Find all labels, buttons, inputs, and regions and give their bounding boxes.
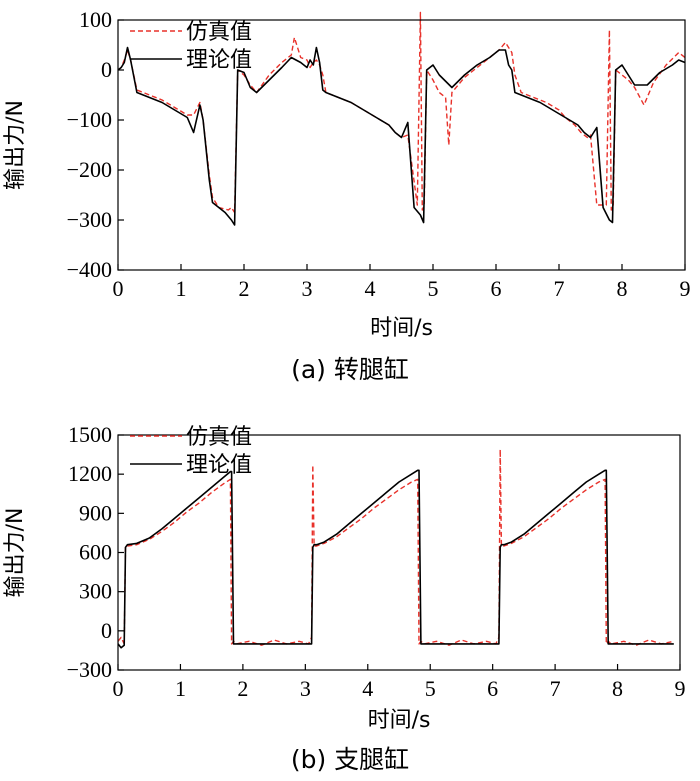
y-tick-label: −200 — [67, 157, 112, 182]
y-tick-label: 0 — [101, 618, 112, 643]
x-tick-label: 8 — [617, 276, 628, 301]
x-tick-label: 3 — [300, 676, 311, 701]
y-tick-label: 300 — [79, 579, 112, 604]
y-axis-label: 输出力/N — [3, 100, 28, 190]
x-tick-label: 7 — [550, 676, 561, 701]
legend-label: 理论值 — [186, 48, 252, 73]
chart-panel-a: 0 1 2 3 4 5 6 7 8 9 100 0 −100 −200 −300 −400 时间/s 输出力/N 仿… — [3, 7, 691, 384]
series-line-theoretical — [117, 469, 674, 649]
y-tick-label: 0 — [101, 57, 112, 82]
x-tick-label: 3 — [302, 276, 313, 301]
x-tick-label: 0 — [113, 676, 124, 701]
x-tick-label: 0 — [113, 276, 124, 301]
chart-panel-b: 0 1 2 3 4 5 6 7 8 9150012009006003000−300时间/s输出力/… — [3, 422, 686, 774]
x-tick-label: 4 — [362, 676, 373, 701]
y-tick-label: 600 — [79, 540, 112, 565]
x-tick-label: 7 — [554, 276, 565, 301]
series-line-simulated — [117, 448, 674, 646]
x-tick-label: 6 — [491, 276, 502, 301]
chart-caption: (a) 转腿缸 — [291, 355, 409, 384]
x-tick-label: 9 — [680, 276, 691, 301]
series-line-theoretical — [117, 46, 686, 226]
x-axis-label: 时间/s — [370, 316, 433, 341]
y-axis-label: 输出力/N — [3, 508, 28, 598]
y-tick-label: −300 — [67, 657, 112, 682]
legend-label: 理论值 — [186, 453, 252, 478]
x-axis-label: 时间/s — [368, 708, 431, 733]
y-tick-label: −400 — [67, 257, 112, 282]
x-tick-label: 5 — [425, 676, 436, 701]
chart-caption: (b) 支腿缸 — [291, 745, 409, 774]
x-tick-label: 6 — [487, 676, 498, 701]
legend-label: 仿真值 — [186, 425, 252, 450]
legend-label: 仿真值 — [186, 20, 252, 45]
x-tick-label: 9 — [675, 676, 686, 701]
x-tick-label: 5 — [428, 276, 439, 301]
x-tick-label: 1 — [176, 276, 187, 301]
y-tick-label: 1200 — [68, 461, 112, 486]
x-tick-label: 2 — [237, 676, 248, 701]
plot-frame — [117, 19, 686, 271]
y-tick-label: 900 — [79, 500, 112, 525]
y-tick-label: 1500 — [68, 422, 112, 447]
x-tick-label: 2 — [239, 276, 250, 301]
x-tick-label: 4 — [365, 276, 376, 301]
x-tick-label: 8 — [612, 676, 623, 701]
y-tick-label: −300 — [67, 207, 112, 232]
x-tick-label: 1 — [175, 676, 186, 701]
y-tick-label: −100 — [67, 107, 112, 132]
y-tick-label: 100 — [79, 7, 112, 32]
